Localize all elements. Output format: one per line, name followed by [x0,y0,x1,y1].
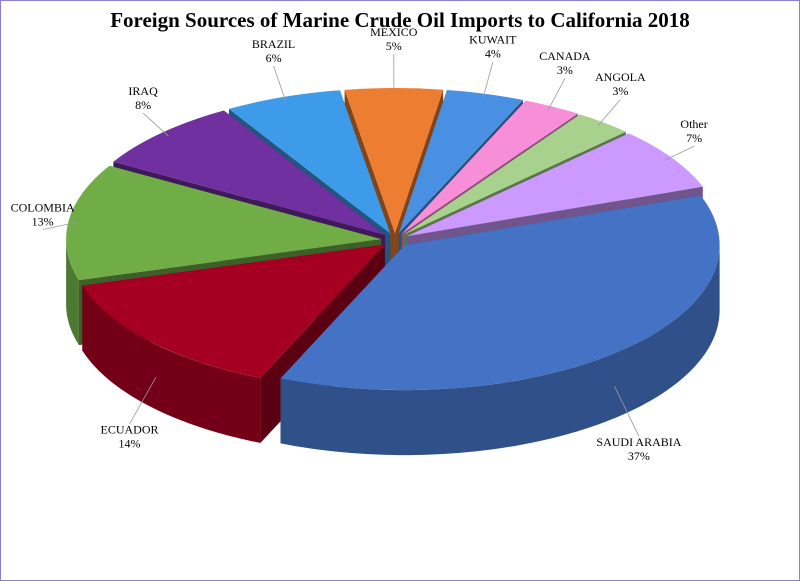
slice-label: ANGOLA [595,70,646,84]
slice-side [82,285,261,443]
leader-line [42,221,78,231]
slice-side [280,245,720,456]
slice [228,90,391,234]
leader-line [547,78,566,111]
slice [398,89,523,234]
slice [344,88,444,234]
slice-label: CANADA [539,49,591,63]
slice-label: IRAQ [128,84,158,98]
slice [113,110,386,236]
leader-line [664,145,695,161]
slice [406,133,703,237]
leader-line [482,61,494,99]
leader-line [273,65,287,102]
slice-label: BRAZIL [252,37,295,51]
slice [401,100,578,234]
slice-label: COLOMBIA [11,200,75,214]
leader-line [142,112,169,137]
slice-label: SAUDI ARABIA [596,435,681,449]
slice-label: Other [680,117,707,131]
leader-line [129,376,157,424]
slice-label: ECUADOR [101,423,159,437]
slice [66,165,382,281]
slice-value-label: 3% [612,84,628,98]
slice-value-label: 8% [135,98,151,112]
slice-label: KUWAIT [469,32,517,46]
chart-title: Foreign Sources of Marine Crude Oil Impo… [110,8,690,32]
slice [82,244,385,378]
slice-label: MEXICO [370,25,418,39]
slice-value-label: 6% [266,51,282,65]
slice [403,114,626,235]
slice [280,195,720,391]
leader-line [614,386,640,437]
slice-value-label: 14% [119,437,141,451]
slice-value-label: 13% [32,214,54,228]
slice-value-label: 37% [628,449,650,463]
slice-value-label: 5% [386,39,402,53]
slice-value-label: 7% [686,131,702,145]
slice-value-label: 4% [485,46,501,60]
slice-value-label: 3% [557,63,573,77]
leader-line [597,99,621,127]
slice-side [66,240,79,346]
